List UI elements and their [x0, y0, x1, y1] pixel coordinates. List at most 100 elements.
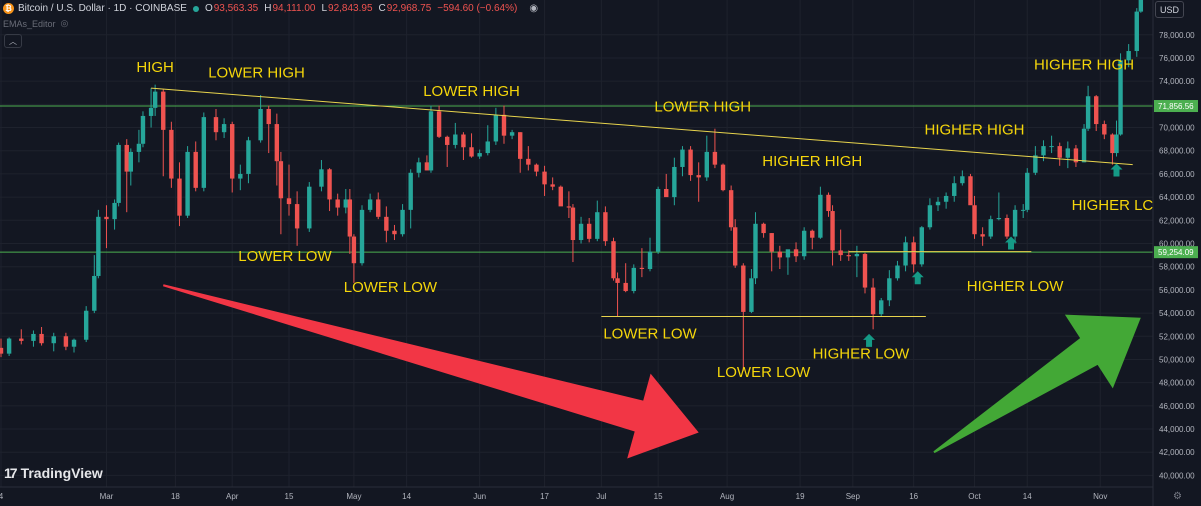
y-tick-label: 58,000.00 — [1159, 263, 1195, 272]
candle — [319, 169, 324, 187]
close-label: C — [378, 3, 386, 14]
candle — [185, 151, 190, 216]
y-tick-label: 76,000.00 — [1159, 54, 1195, 63]
annotation-label: HIGH — [136, 59, 174, 76]
candle — [0, 347, 4, 354]
close-value: 92,968.75 — [386, 3, 432, 14]
candle — [453, 134, 458, 145]
candle — [960, 176, 965, 184]
candle — [862, 253, 868, 288]
candle — [810, 230, 815, 238]
y-tick-label: 74,000.00 — [1159, 77, 1195, 86]
candle — [193, 151, 198, 188]
candle — [769, 233, 774, 252]
candle — [246, 140, 251, 174]
candle — [1126, 51, 1131, 61]
candle — [655, 189, 661, 252]
annotation-label: HIGHER LOW — [813, 345, 911, 362]
candle — [128, 151, 134, 172]
tradingview-icon: 17 — [4, 465, 18, 481]
annotation-label: LOWER LOW — [344, 279, 438, 296]
x-tick-label: Mar — [100, 492, 114, 501]
currency-button[interactable]: USD — [1155, 1, 1184, 18]
annotation-label: HIGHER LOW — [967, 278, 1065, 295]
symbol-title[interactable]: Bitcoin / U.S. Dollar · 1D · COINBASE — [18, 3, 187, 14]
candle — [1049, 146, 1054, 148]
x-tick-label: 14 — [402, 492, 411, 501]
small-up-arrow — [863, 333, 876, 347]
gear-icon[interactable]: ⚙ — [1173, 491, 1182, 502]
candle — [1118, 60, 1123, 135]
candle — [1033, 155, 1038, 173]
annotation-label: HIGHER LC — [1072, 197, 1154, 214]
candle — [152, 91, 158, 108]
x-tick-label: 17 — [540, 492, 549, 501]
candle — [124, 144, 129, 172]
candle — [376, 199, 381, 217]
candle — [477, 153, 482, 157]
candle — [238, 173, 243, 179]
eye-icon[interactable]: ◉ — [529, 3, 539, 14]
annotation-label: LOWER LOW — [238, 248, 332, 265]
candle — [213, 117, 219, 133]
candle — [161, 91, 166, 130]
y-tick-label: 48,000.00 — [1159, 379, 1195, 388]
indicator-eye-icon[interactable]: ◎ — [60, 18, 69, 28]
candle — [266, 108, 271, 125]
x-tick-label: Sep — [846, 492, 861, 501]
candle — [112, 202, 117, 220]
low-value: 92,843.95 — [328, 3, 373, 14]
candle — [818, 194, 823, 238]
candle — [416, 162, 422, 173]
y-tick-label: 62,000.00 — [1159, 216, 1195, 225]
candle — [1041, 146, 1046, 156]
candle — [335, 199, 340, 208]
x-tick-label: 4 — [0, 492, 4, 501]
candle — [712, 151, 718, 165]
candle — [830, 211, 835, 251]
candle — [887, 278, 892, 301]
candle — [469, 147, 474, 157]
low-label: L — [321, 3, 328, 14]
candle — [1025, 172, 1030, 210]
candle — [6, 338, 12, 354]
candle — [327, 169, 332, 200]
x-tick-label: 16 — [909, 492, 918, 501]
candle — [493, 114, 499, 142]
candle — [428, 111, 434, 171]
candle — [19, 338, 24, 341]
collapse-legend-button[interactable]: ︿ — [4, 34, 22, 48]
logo-text: TradingView — [20, 465, 103, 481]
candle — [935, 201, 941, 206]
small-up-arrow — [911, 271, 924, 285]
indicator-name[interactable]: EMAs_Editor — [3, 18, 56, 29]
candle — [570, 207, 576, 241]
candle — [501, 114, 507, 136]
candle — [221, 124, 227, 133]
candle — [286, 198, 292, 205]
candle — [116, 144, 121, 203]
candle — [550, 184, 555, 187]
x-tick-label: Nov — [1093, 492, 1107, 501]
candle — [680, 149, 685, 167]
candle — [696, 175, 701, 178]
y-tick-label: 56,000.00 — [1159, 286, 1195, 295]
candle — [1138, 0, 1144, 12]
candle — [1110, 134, 1115, 154]
candle — [230, 124, 235, 179]
x-tick-label: 15 — [285, 492, 294, 501]
candle — [63, 336, 69, 347]
candle — [148, 107, 154, 116]
high-value: 94,111.00 — [272, 3, 316, 14]
candle — [631, 267, 636, 292]
market-status-dot — [192, 5, 199, 12]
open-label: O — [204, 3, 213, 14]
candle — [854, 253, 860, 257]
candle — [96, 216, 101, 276]
candle — [927, 205, 933, 228]
candle — [71, 339, 77, 347]
candle — [1114, 134, 1119, 154]
trend-line — [151, 87, 1133, 166]
